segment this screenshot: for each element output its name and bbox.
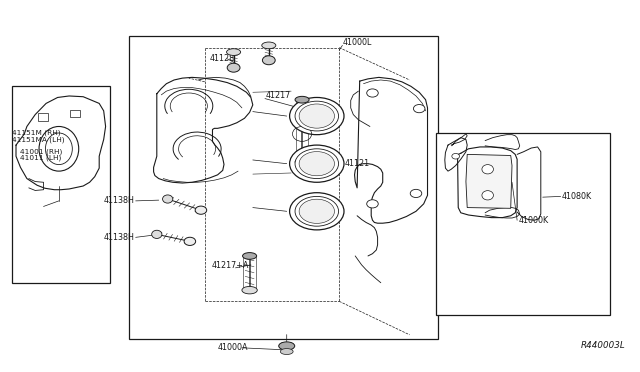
Bar: [12, 86, 110, 283]
Polygon shape: [38, 113, 48, 121]
Polygon shape: [466, 154, 512, 208]
Ellipse shape: [367, 200, 378, 208]
Ellipse shape: [242, 286, 257, 294]
Ellipse shape: [195, 206, 207, 214]
Text: 41138H: 41138H: [104, 196, 134, 205]
Text: 41151MA (LH): 41151MA (LH): [12, 136, 64, 143]
Text: 41138H: 41138H: [104, 233, 134, 242]
Text: 41080K: 41080K: [562, 192, 592, 201]
Ellipse shape: [39, 126, 79, 171]
Ellipse shape: [295, 101, 339, 131]
Ellipse shape: [280, 349, 293, 355]
Ellipse shape: [295, 158, 309, 165]
Polygon shape: [70, 110, 80, 117]
Ellipse shape: [299, 199, 335, 223]
Ellipse shape: [243, 253, 257, 259]
Bar: [129, 36, 438, 339]
Ellipse shape: [482, 164, 493, 174]
Ellipse shape: [163, 195, 173, 203]
Text: 41217+A: 41217+A: [211, 262, 248, 270]
Text: 41128: 41128: [210, 54, 235, 63]
Ellipse shape: [290, 145, 344, 182]
Ellipse shape: [299, 152, 335, 176]
Ellipse shape: [290, 97, 344, 135]
Text: 41151M (RH): 41151M (RH): [12, 130, 60, 137]
Ellipse shape: [262, 56, 275, 65]
Text: 41000A: 41000A: [218, 343, 248, 352]
Text: R440003L: R440003L: [581, 341, 626, 350]
Ellipse shape: [295, 149, 339, 179]
Text: 41000L: 41000L: [342, 38, 372, 47]
Text: 41000K: 41000K: [518, 216, 548, 225]
Ellipse shape: [295, 196, 339, 226]
Ellipse shape: [413, 105, 425, 113]
Ellipse shape: [262, 42, 276, 49]
Ellipse shape: [299, 104, 335, 128]
Ellipse shape: [410, 189, 422, 198]
Ellipse shape: [227, 63, 240, 72]
Text: 41011 (LH): 41011 (LH): [20, 155, 62, 161]
Ellipse shape: [184, 237, 196, 246]
Ellipse shape: [279, 342, 295, 350]
Ellipse shape: [295, 96, 309, 103]
Bar: [436, 133, 610, 315]
Text: 41121: 41121: [344, 159, 369, 168]
Ellipse shape: [152, 230, 162, 238]
Ellipse shape: [452, 153, 460, 159]
Text: 41001 (RH): 41001 (RH): [20, 148, 63, 155]
Text: 41217: 41217: [266, 92, 291, 100]
Ellipse shape: [290, 193, 344, 230]
Ellipse shape: [227, 49, 241, 55]
Ellipse shape: [367, 89, 378, 97]
Ellipse shape: [482, 190, 493, 200]
